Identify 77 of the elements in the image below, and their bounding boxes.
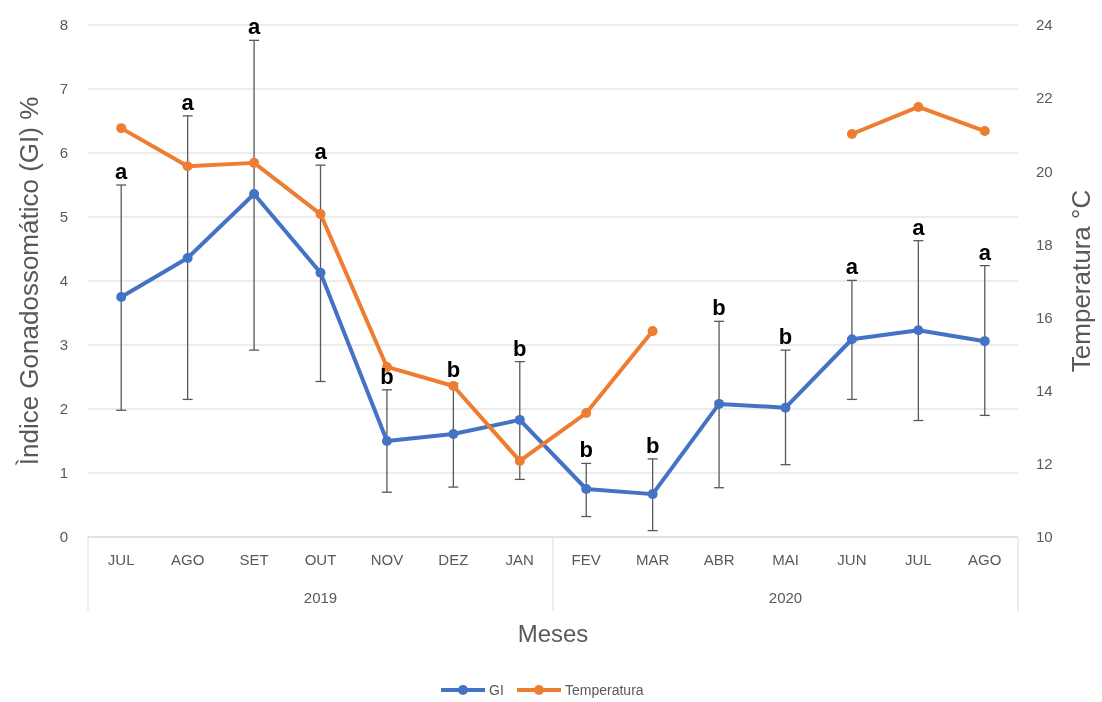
point (714, 398, 725, 409)
y2-tick-label: 22 (1036, 89, 1053, 107)
point (581, 484, 592, 494)
annotation: b (712, 295, 726, 321)
y-tick-label: 5 (59, 208, 68, 226)
annotation: b (380, 363, 394, 389)
y2-tick-label: 16 (1036, 308, 1053, 326)
point (116, 123, 127, 134)
point (780, 402, 791, 413)
point (249, 157, 260, 168)
y2-tick-label: 24 (1036, 16, 1053, 34)
point (182, 252, 193, 263)
x-tick-label: DEZ (438, 551, 469, 568)
y2-axis-title: Temperatura °C (1066, 189, 1096, 373)
point (979, 336, 990, 347)
y2-tick-label: 14 (1036, 381, 1053, 399)
x-tick-label: AGO (968, 551, 1002, 568)
legend-label: Temperatura (565, 681, 644, 698)
point (913, 325, 924, 336)
point (249, 188, 260, 199)
annotation: a (181, 89, 195, 115)
annotation: a (314, 139, 328, 165)
point (581, 408, 592, 419)
x-tick-label: ABR (703, 551, 735, 568)
x-tick-label: SET (239, 551, 269, 568)
point (381, 436, 392, 446)
annotation: a (115, 159, 129, 184)
y-tick-label: 8 (59, 16, 68, 34)
annotation: a (845, 254, 859, 280)
point (116, 292, 127, 302)
point (514, 455, 525, 466)
y-tick-label: 1 (59, 464, 68, 482)
x-tick-label: MAR (635, 551, 670, 568)
annotation: b (513, 335, 527, 361)
annotation: b (446, 357, 461, 383)
text: 2020 (768, 589, 803, 606)
y-axis-title: Ìndice Gonadossomático (GI) % (14, 96, 44, 466)
y-tick-label: 3 (59, 336, 68, 354)
x-tick-label: AGO (170, 551, 205, 568)
legend-label: GI (489, 681, 504, 698)
x-tick-label: JAN (505, 551, 534, 568)
annotation: b (579, 437, 593, 463)
y2-tick-label: 10 (1036, 528, 1053, 546)
text: 2019 (303, 589, 338, 606)
point (315, 209, 326, 220)
point (448, 428, 459, 439)
point (647, 326, 658, 337)
annotation: b (645, 432, 660, 458)
point (913, 101, 924, 112)
point (846, 128, 857, 139)
annotation: a (912, 214, 926, 240)
point (846, 334, 857, 345)
x-tick-label: OUT (304, 551, 337, 568)
point (315, 267, 326, 278)
x-tick-label: NOV (370, 551, 404, 568)
x-tick-label: JUL (107, 551, 135, 568)
x-tick-label: JUL (905, 551, 932, 568)
point (514, 414, 525, 425)
y-tick-label: 2 (59, 400, 68, 418)
y-tick-label: 7 (59, 80, 68, 98)
y2-tick-label: 18 (1036, 235, 1053, 253)
x-tick-label: MAI (772, 551, 799, 568)
y2-tick-label: 12 (1036, 455, 1053, 473)
y-tick-label: 0 (59, 528, 68, 546)
annotation: a (247, 14, 261, 40)
annotation: a (978, 239, 992, 265)
y2-tick-label: 20 (1036, 162, 1053, 180)
y-tick-label: 4 (59, 272, 68, 290)
x-axis-title: Meses (517, 620, 589, 647)
point (647, 489, 658, 500)
point (182, 161, 193, 172)
x-tick-label: FEV (571, 551, 601, 568)
point (979, 126, 990, 137)
x-tick-label: JUN (837, 551, 867, 568)
point (448, 380, 459, 391)
y-tick-label: 6 (59, 144, 68, 162)
annotation: b (778, 324, 793, 350)
